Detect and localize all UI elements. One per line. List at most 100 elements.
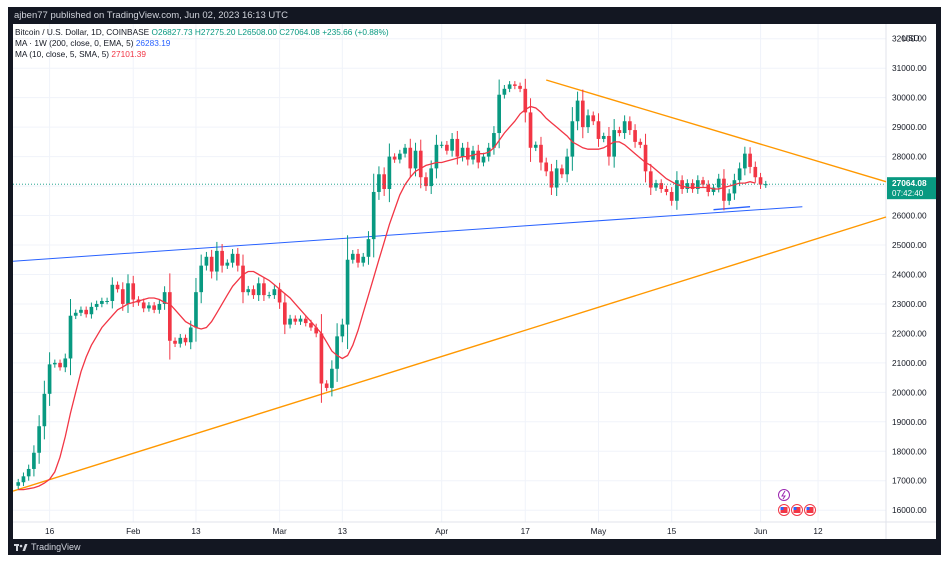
y-tick-label: 29000.00 — [892, 122, 927, 132]
y-tick-label: 28000.00 — [892, 152, 927, 162]
candle-body — [695, 180, 700, 190]
y-tick-label: 20000.00 — [892, 387, 927, 397]
publish-header: ajben77 published on TradingView.com, Ju… — [14, 10, 288, 21]
ma2-label: MA (10, close, 5, SMA, 5) — [15, 49, 110, 59]
candle-body — [669, 191, 674, 201]
candle-body — [94, 303, 99, 307]
candle-body — [377, 174, 381, 192]
ma2-value: 27101.39 — [111, 49, 146, 59]
y-tick-label: 19000.00 — [892, 417, 927, 427]
candle-body — [758, 177, 763, 185]
candle-body — [685, 183, 690, 190]
candle-body — [26, 468, 31, 477]
y-tick-label: 17000.00 — [892, 476, 927, 486]
candle-body — [392, 156, 397, 160]
candle-body — [361, 256, 366, 263]
candle-body — [356, 253, 360, 263]
candle-body — [209, 256, 214, 272]
candle-body — [648, 171, 653, 188]
y-tick-label: 18000.00 — [892, 446, 927, 456]
candle-body — [575, 100, 580, 122]
footer-bar: TradingView — [8, 539, 941, 555]
candle-body — [737, 168, 742, 181]
y-tick-label: 16000.00 — [892, 505, 927, 515]
candle-body — [560, 168, 564, 175]
x-tick-label: 12 — [813, 526, 823, 536]
candle-body — [345, 259, 350, 325]
ohlc-values: O26827.73 H27275.20 L26508.00 C27064.08 … — [151, 27, 389, 37]
candle-body — [382, 174, 386, 190]
candle-body — [528, 112, 533, 148]
candle-body — [716, 178, 721, 188]
candle-body — [413, 150, 418, 169]
candle-body — [424, 177, 428, 187]
candle-body — [523, 88, 528, 113]
candle-body — [586, 115, 590, 128]
x-tick-label: Apr — [435, 526, 448, 536]
price-chart[interactable]: 16 Feb 13 Mar 13 Apr 17 May 15 Jun 12 16000.00 1700… — [12, 24, 936, 539]
candle-body — [701, 180, 705, 185]
candle-body — [753, 166, 758, 178]
candle-body — [371, 191, 376, 240]
candle-body — [157, 303, 162, 310]
chart-panel[interactable]: 16 Feb 13 Mar 13 Apr 17 May 15 Jun 12 16000.00 1700… — [12, 24, 936, 539]
legend-ma2-row[interactable]: MA (10, close, 5, SMA, 5) 27101.39 — [15, 49, 389, 60]
candle-body — [215, 250, 219, 272]
event-markers — [778, 489, 816, 516]
candle-body — [387, 156, 392, 190]
candle-body — [220, 250, 224, 266]
candle-body — [120, 289, 125, 304]
candle-body — [502, 88, 507, 95]
candle-body — [42, 393, 47, 427]
candle-body — [533, 144, 538, 148]
x-tick-label: 17 — [521, 526, 531, 536]
lightning-icon — [778, 489, 790, 501]
x-tick-label: Mar — [272, 526, 287, 536]
candle-body — [748, 153, 752, 167]
candle-body — [309, 323, 313, 328]
candle-body — [743, 153, 747, 169]
candle-body — [617, 130, 622, 134]
candle-body — [272, 289, 277, 296]
candle-body — [141, 302, 146, 309]
candle-body — [580, 100, 585, 128]
candle-body — [565, 156, 569, 175]
tradingview-logo-icon — [14, 543, 28, 551]
candle-body — [601, 135, 606, 139]
candle-body — [235, 253, 240, 266]
tradingview-logo[interactable]: TradingView — [14, 539, 81, 555]
candle-body — [518, 85, 522, 89]
candle-body — [84, 309, 89, 315]
candle-body — [167, 292, 172, 341]
candle-body — [607, 135, 611, 157]
candle-body — [21, 476, 26, 483]
candle-body — [554, 168, 559, 188]
candle-body — [622, 121, 627, 134]
candle-body — [711, 187, 716, 192]
symbol-label[interactable]: Bitcoin / U.S. Dollar, 1D, COINBASE — [15, 27, 150, 37]
candle-body — [162, 292, 167, 304]
candle-body — [403, 147, 407, 154]
candle-body — [73, 312, 78, 316]
candle-body — [230, 253, 235, 263]
x-tick-label: 16 — [45, 526, 55, 536]
candle-body — [298, 318, 303, 322]
candle-body — [194, 292, 198, 328]
legend-ma1-row[interactable]: MA · 1W (200, close, 0, EMA, 5) 26283.19 — [15, 38, 389, 49]
x-tick-label: Jun — [754, 526, 768, 536]
us-flag-canton — [780, 507, 784, 510]
candle-body — [115, 284, 120, 290]
countdown-label: 07:42:40 — [892, 189, 924, 198]
candle-body — [408, 147, 413, 169]
currency-label: USD — [902, 33, 920, 43]
candle-body — [288, 318, 292, 325]
y-tick-label: 26000.00 — [892, 211, 927, 221]
candle-body — [418, 150, 423, 178]
candle-body — [654, 183, 658, 188]
y-tick-label: 21000.00 — [892, 358, 927, 368]
candle-body — [643, 144, 648, 172]
ma1-label: MA · 1W (200, close, 0, EMA, 5) — [15, 38, 134, 48]
us-flag-canton — [806, 507, 810, 510]
price-axis: 16000.00 17000.00 18000.00 19000.00 20000.00… — [887, 33, 936, 515]
candle-body — [152, 305, 156, 310]
